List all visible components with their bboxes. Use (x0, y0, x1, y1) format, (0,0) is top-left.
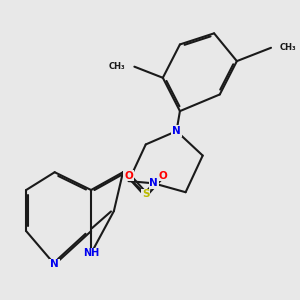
Text: O: O (124, 171, 133, 181)
Text: O: O (158, 171, 167, 181)
Text: S: S (142, 189, 149, 200)
Text: N: N (172, 126, 181, 136)
Text: CH₃: CH₃ (109, 62, 125, 71)
Text: N: N (50, 260, 59, 269)
Text: NH: NH (83, 248, 99, 258)
Text: CH₃: CH₃ (280, 43, 296, 52)
Text: N: N (149, 178, 158, 188)
